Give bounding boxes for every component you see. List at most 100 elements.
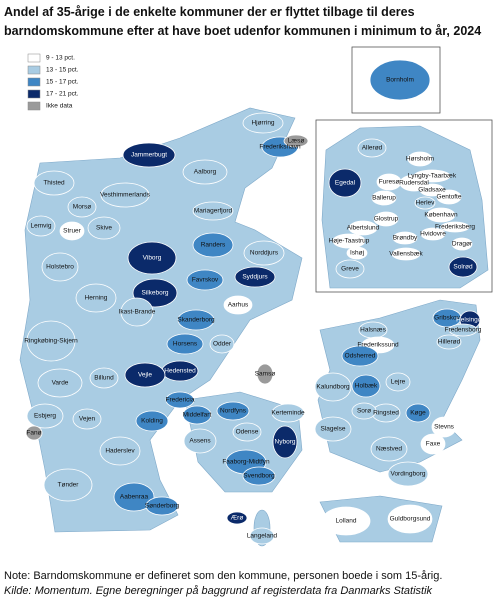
legend-label: 17 - 21 pct.: [46, 91, 79, 98]
municipality: [99, 436, 141, 466]
municipality-label: Ærø: [231, 515, 244, 522]
municipality-label: Odder: [213, 341, 232, 348]
municipality: [234, 266, 276, 288]
municipality: [59, 221, 85, 241]
municipality-label: Læsø: [288, 138, 305, 145]
legend-label: 15 - 17 pct.: [46, 79, 79, 86]
municipality: [448, 256, 478, 278]
municipality: [436, 334, 462, 350]
municipality: [391, 247, 421, 261]
municipality-label: Norddjurs: [250, 250, 279, 257]
municipality: [242, 112, 284, 134]
municipality: [436, 189, 462, 205]
municipality: [426, 207, 456, 223]
municipality: [43, 468, 93, 502]
municipality-label: Faxe: [426, 441, 441, 448]
note: Note: Barndomskommune er defineret som d…: [4, 570, 443, 582]
municipality-label: Glostrup: [374, 216, 399, 223]
municipality-label: Faaborg-Midtfyn: [222, 459, 270, 466]
municipality-label: Aabenraa: [120, 494, 149, 501]
municipality-label: Varde: [52, 380, 69, 387]
municipality-label: Helsingør: [456, 317, 485, 324]
municipality-label: Herning: [85, 295, 108, 302]
municipality: [419, 183, 445, 197]
municipality: [75, 283, 117, 313]
funen: [184, 391, 303, 493]
municipality-label: Aarhus: [228, 302, 249, 309]
municipality: [127, 241, 177, 275]
municipality: [369, 59, 431, 101]
municipality: [113, 482, 155, 512]
municipality: [33, 170, 75, 196]
municipality: [135, 410, 169, 432]
municipality: [87, 216, 121, 240]
municipality-label: København: [424, 212, 458, 219]
municipality-label: Fanø: [26, 430, 41, 437]
municipality: [376, 173, 402, 191]
legend-swatch: [27, 65, 41, 75]
municipality: [341, 345, 379, 367]
municipality-label: Skanderborg: [177, 317, 215, 324]
municipality: [192, 201, 234, 221]
source: Kilde: Momentum. Egne beregninger på bag…: [4, 585, 433, 597]
municipality: [249, 527, 275, 545]
municipality: [124, 362, 166, 388]
municipality: [351, 374, 381, 398]
municipality-label: Egedal: [335, 180, 356, 187]
municipality-label: Skive: [96, 225, 112, 232]
municipality-label: Dragør: [452, 241, 473, 248]
municipality: [216, 401, 250, 421]
municipality-label: Fredensborg: [445, 327, 482, 334]
municipality: [314, 372, 352, 402]
municipality: [373, 211, 399, 227]
municipality: [335, 259, 365, 279]
municipality-label: Sorø: [357, 408, 371, 415]
municipality-label: Thisted: [43, 180, 65, 187]
municipality-label: Brøndby: [393, 235, 418, 242]
municipality: [177, 309, 215, 331]
municipality: [166, 333, 204, 355]
municipality: [405, 403, 431, 423]
municipality-label: Nyborg: [275, 439, 296, 446]
municipality: [256, 363, 274, 385]
municipality-label: Aalborg: [194, 169, 217, 176]
municipality-label: Holstebro: [46, 264, 74, 271]
municipality-label: Ringkøbing-Skjern: [24, 338, 78, 345]
municipality-label: Herlev: [416, 200, 436, 207]
municipality-label: Jammerbugt: [131, 152, 167, 159]
legend-swatch: [27, 89, 41, 99]
municipality-label: Furesø: [379, 179, 400, 186]
municipality-label: Langeland: [247, 533, 278, 540]
municipality: [120, 297, 154, 327]
municipality: [371, 190, 397, 206]
municipality: [100, 182, 150, 208]
municipality: [370, 436, 408, 462]
municipality-label: Mariagerfjord: [194, 208, 233, 215]
legend-swatch: [27, 77, 41, 87]
municipality: [271, 403, 305, 423]
municipality: [357, 138, 387, 158]
municipality: [25, 425, 43, 441]
title: Andel af 35-årige i de enkelte kommuner …: [4, 5, 482, 57]
municipality: [26, 215, 56, 237]
municipality-label: Sønderborg: [145, 503, 180, 510]
municipality: [387, 461, 429, 487]
municipality-label: Frederiksberg: [435, 224, 475, 231]
municipality: [321, 506, 371, 536]
municipality-label: Albertslund: [347, 225, 380, 232]
municipality: [232, 422, 262, 442]
municipality: [351, 402, 377, 420]
municipality: [72, 408, 102, 430]
municipality: [183, 428, 217, 454]
municipality: [387, 504, 433, 534]
municipality-label: Frederikshavn: [259, 144, 301, 151]
municipality-label: Esbjerg: [34, 413, 56, 420]
municipality-label: Syddjurs: [242, 274, 268, 281]
municipality-label: Hørsholm: [406, 156, 434, 163]
municipality-label: Hedensted: [164, 368, 196, 375]
municipality: [431, 416, 457, 438]
municipality-label: Vejle: [138, 372, 152, 379]
municipality-label: Randers: [201, 242, 226, 249]
municipality: [145, 496, 179, 516]
